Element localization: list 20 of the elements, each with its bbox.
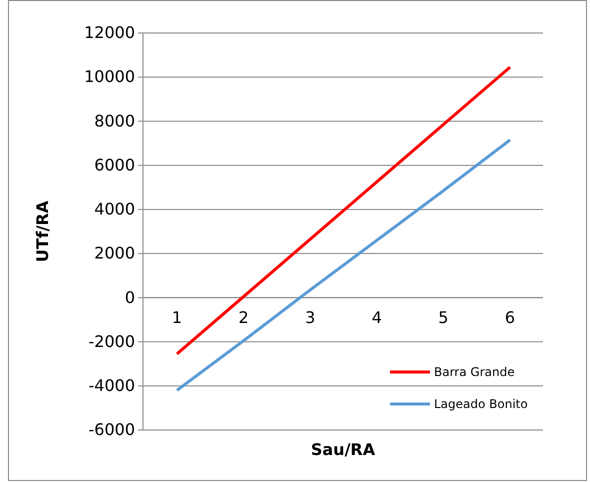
- x-tick-label: 5: [438, 308, 448, 328]
- legend-label: Lageado Bonito: [434, 397, 528, 411]
- y-tick-label: -4000: [88, 376, 135, 396]
- y-axis-title: UTf/RA: [33, 200, 52, 262]
- x-tick-label: 1: [172, 308, 182, 328]
- y-tick-label: 0: [124, 288, 135, 307]
- y-tick-label: 12000: [84, 23, 135, 42]
- y-tick-label: -6000: [88, 420, 135, 440]
- x-tick-label: 6: [504, 308, 516, 328]
- legend-label: Barra Grande: [434, 365, 515, 379]
- x-tick-label: 3: [305, 308, 316, 328]
- y-tick-label: 8000: [94, 111, 135, 130]
- y-tick-label: 10000: [84, 67, 135, 86]
- y-tick-label: -2000: [88, 332, 135, 351]
- y-tick-label: 6000: [94, 155, 135, 174]
- x-axis-title: Sau/RA: [310, 440, 376, 459]
- x-tick-label: 4: [372, 308, 382, 328]
- y-tick-label: 2000: [94, 244, 135, 263]
- x-tick-label: 2: [238, 308, 249, 328]
- y-tick-label: 4000: [94, 200, 135, 219]
